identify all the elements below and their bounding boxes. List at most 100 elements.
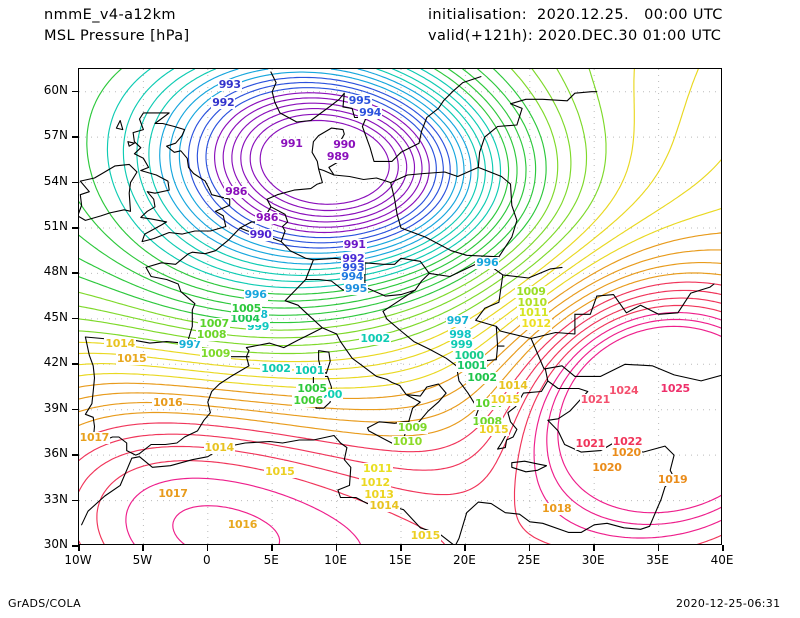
x-axis-label: 35E xyxy=(646,553,670,567)
contour-label: 1004 xyxy=(229,312,261,326)
contour-label: 1015 xyxy=(115,351,148,365)
isobar-1017 xyxy=(79,262,721,423)
y-axis-label: 51N xyxy=(43,219,68,233)
contour-label: 1022 xyxy=(611,435,644,448)
contour-label: 1000 xyxy=(453,348,485,362)
contour-label: 997 xyxy=(177,338,202,352)
x-axis-label: 30E xyxy=(581,553,605,567)
x-axis-tick xyxy=(464,545,466,551)
initialisation-label: initialisation: 2020.12.25. 00:00 UTC xyxy=(428,7,723,23)
x-axis-tick xyxy=(78,545,80,551)
contour-label: 1020 xyxy=(610,445,642,459)
contour-label: 1014 xyxy=(497,379,529,392)
contour-label: 991 xyxy=(279,136,304,150)
contour-label: 989 xyxy=(325,150,350,164)
x-axis-label: 10E xyxy=(324,553,348,567)
contour-label: 1016 xyxy=(226,518,259,532)
contour-label: 1005 xyxy=(296,382,328,395)
contour-label: 997 xyxy=(445,313,470,327)
contour-label: 996 xyxy=(475,256,500,270)
x-axis-tick xyxy=(271,545,273,551)
y-axis-label: 39N xyxy=(43,400,68,415)
contour-label: 990 xyxy=(248,227,273,241)
coastline-overlay xyxy=(79,71,721,544)
contour-label: 1009 xyxy=(396,421,429,435)
isobar-998 xyxy=(148,69,479,271)
contour-label: 1014 xyxy=(368,498,400,512)
contour-label: 1008 xyxy=(195,327,228,341)
y-axis-label: 57N xyxy=(43,128,68,143)
y-axis-tick xyxy=(72,136,78,138)
contour-label: 1024 xyxy=(608,383,640,397)
contour-label: 1014 xyxy=(104,336,136,350)
isobar-1000 xyxy=(122,69,494,283)
y-axis-label: 42N xyxy=(43,355,68,370)
x-axis-label: 25E xyxy=(517,553,541,567)
x-axis-tick xyxy=(722,545,724,551)
map-clip-region: 993 992 995 994 991 990 989 986 986 990 991 992 993 9… xyxy=(79,69,721,544)
x-axis-tick xyxy=(335,545,338,551)
contour-label: 994 xyxy=(340,270,365,283)
y-axis-tick xyxy=(72,181,78,184)
contour-label: 1011 xyxy=(362,462,394,476)
contour-label: 993 xyxy=(217,77,242,91)
y-axis-label: 54N xyxy=(43,173,68,188)
contour-label: 1002 xyxy=(260,362,292,376)
y-axis-tick xyxy=(72,272,78,274)
contour-label: 996 xyxy=(243,288,268,302)
y-axis-label: 30N xyxy=(43,537,68,551)
contour-label: 1010 xyxy=(516,295,548,309)
run-timestamp-label: 2020-12-25-06:31 xyxy=(676,597,781,610)
contour-label: 1015 xyxy=(264,465,296,479)
contour-label: 1001 xyxy=(293,363,326,377)
y-axis-label: 48N xyxy=(43,264,68,279)
contour-label: 1005 xyxy=(230,301,263,315)
y-axis-tick xyxy=(72,545,78,547)
contour-label: 990 xyxy=(332,138,357,152)
contour-label: 992 xyxy=(341,251,366,265)
isobar-986 xyxy=(259,119,390,205)
y-axis-label: 36N xyxy=(43,446,68,461)
contour-label: 1010 xyxy=(391,435,424,448)
contour-label: 1006 xyxy=(292,394,324,408)
contour-label: 1017 xyxy=(157,486,189,500)
contour-label: 998 xyxy=(448,327,473,341)
contour-label: 1015 xyxy=(489,392,521,406)
contour-label: 1014 xyxy=(203,441,235,455)
isobar-993 xyxy=(196,81,444,244)
contour-label: 991 xyxy=(342,238,367,252)
contour-label: 986 xyxy=(224,185,249,199)
isobar-991 xyxy=(214,92,430,234)
isobar-987 xyxy=(249,113,399,212)
y-axis-tick xyxy=(72,317,78,320)
contour-label: 1015 xyxy=(477,422,510,436)
contour-label: 1012 xyxy=(359,475,391,489)
x-axis-tick xyxy=(142,545,144,551)
y-axis-label: 60N xyxy=(43,82,68,97)
y-axis-label: 33N xyxy=(43,491,68,506)
contour-label: 1025 xyxy=(659,382,691,395)
contour-label: 1017 xyxy=(79,430,111,444)
contour-label: 1021 xyxy=(574,436,606,450)
x-axis-label: 20E xyxy=(452,553,476,567)
isobar-1013 xyxy=(79,159,721,380)
x-axis-tick xyxy=(593,545,595,551)
isobar-1010 xyxy=(79,69,607,355)
isobar-1025 xyxy=(557,325,721,514)
contour-label: 1018 xyxy=(541,501,573,515)
x-axis-label: 40E xyxy=(710,553,734,567)
x-axis-label: 5W xyxy=(132,553,153,567)
contour-label: 993 xyxy=(341,260,366,274)
contour-label: 1007 xyxy=(198,316,230,330)
contour-label: 1013 xyxy=(363,488,395,501)
y-axis-tick xyxy=(72,454,78,456)
x-axis-label: 10W xyxy=(64,553,92,567)
y-axis-label: 45N xyxy=(43,309,68,324)
contour-label: 1002 xyxy=(359,332,391,346)
x-axis-tick xyxy=(206,545,209,551)
x-axis-label: 0 xyxy=(202,553,211,567)
x-axis-tick xyxy=(657,545,660,551)
isobar-989 xyxy=(231,102,416,223)
x-axis-label: 15E xyxy=(388,553,412,567)
x-axis-tick xyxy=(400,545,402,551)
